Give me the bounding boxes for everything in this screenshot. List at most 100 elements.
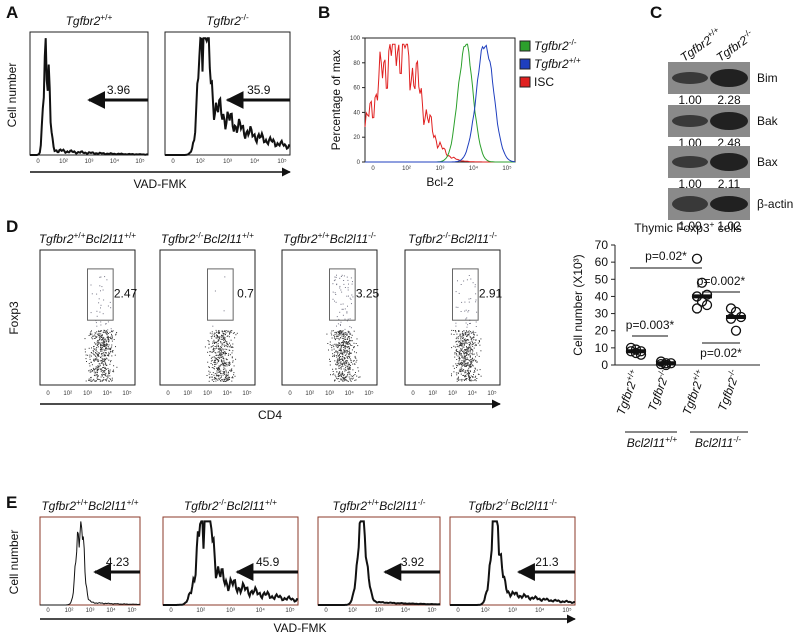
gate: [207, 268, 234, 321]
event-dot: [216, 354, 218, 356]
event-dot: [222, 380, 224, 382]
event-dot: [458, 370, 460, 372]
x-tick-label: 10⁵: [364, 390, 374, 397]
event-dot: [98, 379, 100, 380]
event-dot: [339, 355, 340, 357]
event-dot: [220, 364, 222, 366]
event-dot: [328, 349, 329, 351]
event-dot: [233, 332, 235, 334]
event-dot: [472, 365, 474, 367]
event-dot: [107, 354, 109, 356]
superscript: +/+: [265, 497, 277, 507]
event-dot: [343, 368, 345, 370]
event-dot: [465, 375, 467, 377]
event-dot: [95, 355, 97, 357]
event-dot: [466, 279, 468, 281]
event-dot: [344, 351, 346, 353]
event-dot: [223, 342, 225, 344]
y-tick-label: 100: [350, 36, 361, 42]
event-dot: [104, 354, 106, 356]
event-dot: [91, 370, 93, 372]
event-dot: [461, 342, 463, 344]
event-dot: [474, 284, 476, 286]
x-tick-label: 10³: [85, 159, 94, 165]
event-dot: [209, 332, 211, 334]
event-dot: [97, 360, 99, 362]
event-dot: [224, 342, 226, 343]
event-dot: [224, 373, 226, 375]
event-dot: [340, 368, 342, 370]
event-dot: [460, 345, 461, 346]
event-dot: [215, 375, 217, 377]
event-dot: [466, 354, 467, 356]
text-part: Tgfbr2: [534, 57, 569, 71]
event-dot: [108, 347, 110, 349]
event-dot: [90, 362, 92, 363]
event-dot: [225, 369, 227, 371]
event-dot: [347, 365, 349, 367]
event-dot: [116, 332, 118, 333]
event-dot: [97, 342, 99, 344]
event-dot: [348, 363, 350, 365]
event-dot: [226, 348, 228, 350]
event-dot: [225, 375, 227, 377]
event-dot: [91, 335, 93, 337]
text-part: Bcl2l11: [330, 232, 368, 246]
event-dot: [212, 351, 214, 353]
event-dot: [348, 371, 350, 373]
event-dot: [88, 378, 90, 380]
event-dot: [216, 362, 218, 364]
event-dot: [227, 331, 229, 333]
event-dot: [105, 341, 107, 343]
event-dot: [106, 380, 107, 382]
event-dot: [98, 333, 100, 335]
event-dot: [110, 328, 112, 330]
event-dot: [225, 358, 227, 360]
event-dot: [472, 380, 474, 382]
event-dot: [211, 346, 213, 347]
event-dot: [342, 352, 344, 354]
event-dot: [218, 351, 220, 353]
event-dot: [108, 341, 110, 343]
event-dot: [338, 349, 340, 351]
event-dot: [345, 361, 347, 363]
event-dot: [472, 282, 474, 284]
event-dot: [226, 365, 228, 367]
legend-swatch: [519, 40, 531, 52]
event-dot: [459, 345, 461, 346]
event-dot: [107, 337, 109, 339]
event-dot: [336, 283, 338, 285]
event-dot: [473, 334, 475, 336]
event-dot: [340, 337, 341, 339]
x-tick-label: 10⁵: [242, 390, 252, 397]
event-dot: [336, 356, 338, 358]
event-dot: [224, 330, 226, 332]
event-dot: [473, 353, 475, 355]
event-dot: [102, 363, 104, 365]
superscript: -/-: [219, 497, 227, 507]
event-dot: [100, 330, 102, 332]
text-part: Bcl2l11: [88, 499, 126, 513]
event-dot: [102, 341, 104, 343]
event-dot: [97, 365, 99, 367]
event-dot: [111, 377, 113, 379]
event-dot: [355, 343, 357, 344]
event-dot: [459, 356, 460, 358]
event-dot: [220, 348, 222, 350]
event-dot: [467, 362, 469, 364]
event-dot: [223, 344, 225, 346]
event-dot: [339, 285, 341, 287]
event-dot: [345, 367, 346, 369]
event-dot: [223, 361, 225, 363]
event-dot: [347, 347, 349, 349]
event-dot: [220, 349, 222, 351]
label: Tgfbr2+/+Bcl2l11+/+: [41, 497, 138, 513]
event-dot: [349, 350, 350, 352]
event-dot: [342, 308, 344, 310]
event-dot: [97, 360, 99, 362]
event-dot: [465, 318, 467, 320]
plot-frame: [39, 249, 136, 386]
event-dot: [224, 354, 226, 356]
event-dot: [474, 376, 476, 378]
event-dot: [475, 375, 477, 377]
